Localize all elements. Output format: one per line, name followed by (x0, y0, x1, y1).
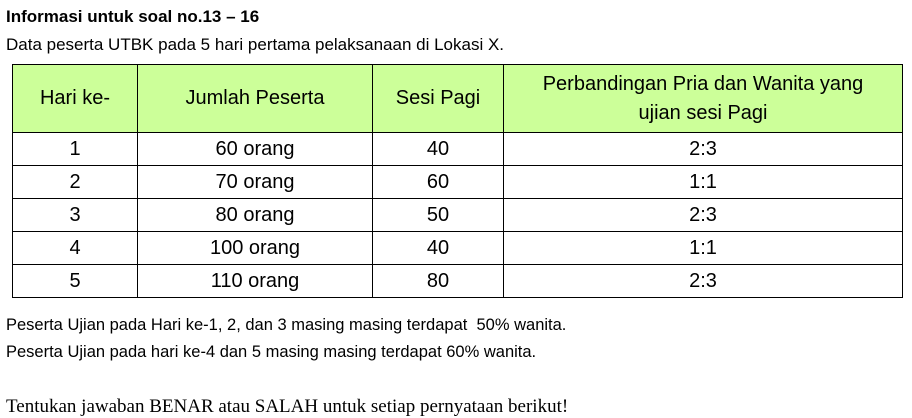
table-cell: 40 (372, 231, 504, 265)
table-cell: 40 (372, 132, 504, 166)
section-title: Informasi untuk soal no.13 – 16 (6, 7, 260, 26)
header-perbandingan: Perbandingan Pria dan Wanita yang ujian … (503, 64, 903, 133)
table-cell: 2:3 (503, 198, 903, 232)
table-cell: 50 (372, 198, 504, 232)
table-row: 5 110 orang 80 2:3 (12, 264, 903, 298)
header-jumlah: Jumlah Peserta (137, 64, 373, 133)
table-cell: 70 orang (137, 165, 373, 199)
table-row: 3 80 orang 50 2:3 (12, 198, 903, 232)
table-cell: 100 orang (137, 231, 373, 265)
data-table: Hari ke- Jumlah Peserta Sesi Pagi Perban… (12, 64, 903, 298)
table-cell: 2:3 (503, 132, 903, 166)
table-row: 2 70 orang 60 1:1 (12, 165, 903, 199)
table-row: 4 100 orang 40 1:1 (12, 231, 903, 265)
table-cell: 5 (12, 264, 138, 298)
table-header-row: Hari ke- Jumlah Peserta Sesi Pagi Perban… (12, 64, 903, 133)
table-cell: 80 (372, 264, 504, 298)
table-cell: 3 (12, 198, 138, 232)
instruction: Tentukan jawaban BENAR atau SALAH untuk … (6, 396, 569, 417)
table-cell: 2:3 (503, 264, 903, 298)
table-cell: 2 (12, 165, 138, 199)
note-2: Peserta Ujian pada hari ke-4 dan 5 masin… (6, 343, 537, 361)
subtitle: Data peserta UTBK pada 5 hari pertama pe… (6, 35, 505, 54)
header-sesi-pagi: Sesi Pagi (372, 64, 504, 133)
table-cell: 4 (12, 231, 138, 265)
table-cell: 1:1 (503, 231, 903, 265)
header-hari: Hari ke- (12, 64, 138, 133)
table-cell: 1:1 (503, 165, 903, 199)
table-cell: 60 (372, 165, 504, 199)
table-cell: 1 (12, 132, 138, 166)
table-cell: 80 orang (137, 198, 373, 232)
table-cell: 60 orang (137, 132, 373, 166)
table-cell: 110 orang (137, 264, 373, 298)
table-row: 1 60 orang 40 2:3 (12, 132, 903, 166)
note-1: Peserta Ujian pada Hari ke-1, 2, dan 3 m… (6, 316, 567, 334)
